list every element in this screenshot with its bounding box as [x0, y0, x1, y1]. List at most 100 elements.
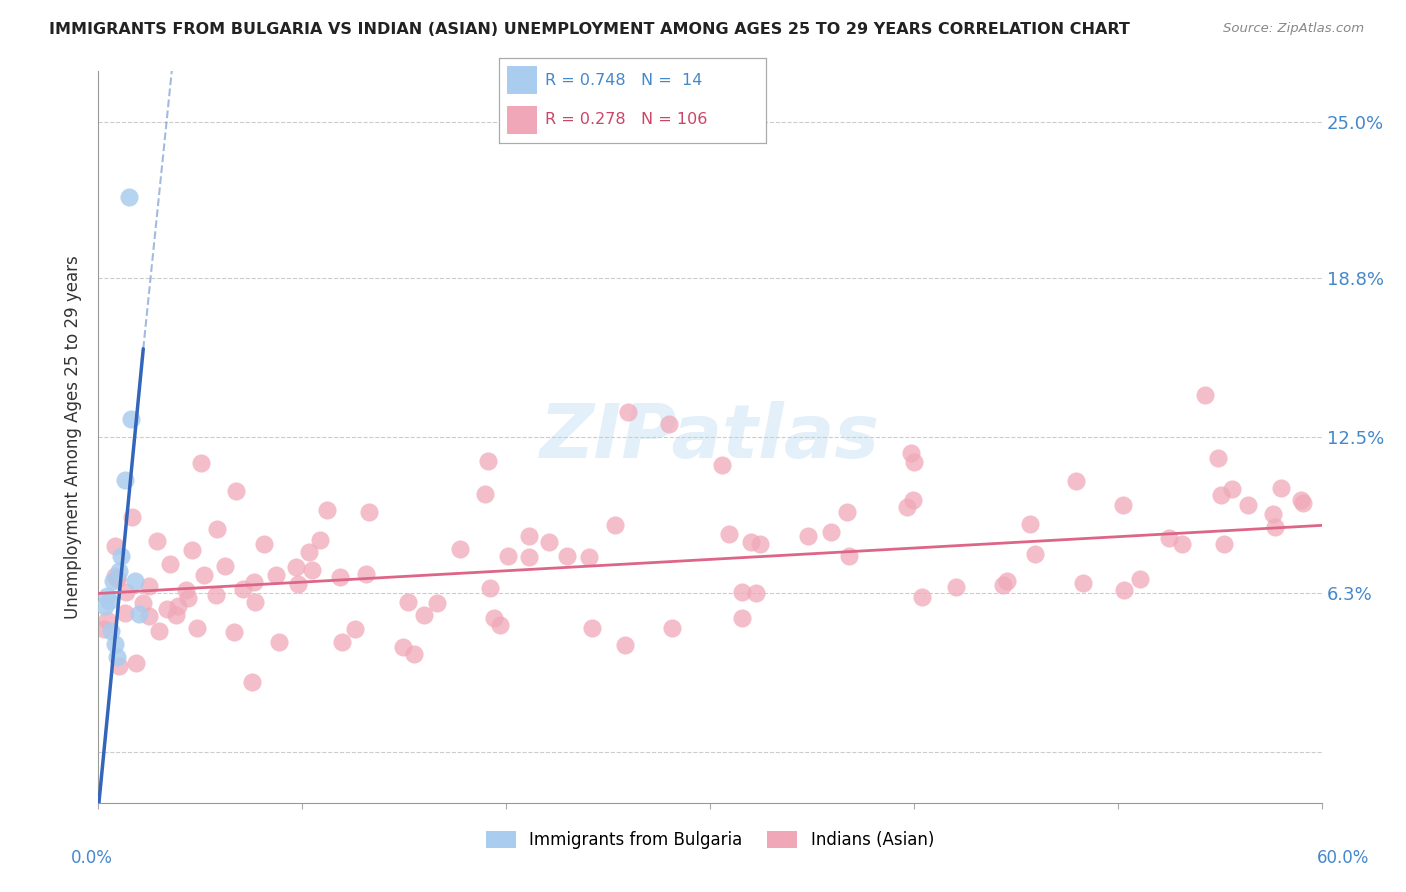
Point [121, 510, 143, 524]
Point [820, 524, 842, 539]
Point [97, 594, 120, 608]
Point [105, 572, 128, 586]
Point [479, 581, 502, 595]
Text: R = 0.278   N = 106: R = 0.278 N = 106 [544, 112, 707, 127]
Point [146, 534, 169, 549]
Point [900, 445, 922, 459]
Point [402, 647, 425, 661]
Point [1171, 537, 1194, 551]
Point [103, 569, 125, 583]
Text: Source: ZipAtlas.com: Source: ZipAtlas.com [1223, 22, 1364, 36]
Point [93, 599, 115, 613]
Point [174, 582, 197, 597]
Point [132, 596, 155, 610]
Point [148, 624, 170, 638]
Point [96, 589, 118, 603]
Point [114, 473, 136, 487]
Point [96, 613, 118, 627]
Point [204, 588, 226, 602]
Point [267, 635, 290, 649]
Point [517, 529, 540, 543]
Point [1220, 482, 1243, 496]
Point [114, 606, 136, 620]
Point [661, 621, 683, 635]
Point [578, 549, 600, 564]
Point [838, 549, 860, 563]
Point [482, 611, 505, 625]
Point [309, 533, 332, 547]
Point [555, 549, 578, 563]
Point [1211, 488, 1233, 502]
Point [1236, 498, 1258, 512]
Point [232, 582, 254, 597]
Point [896, 500, 918, 514]
Point [1064, 474, 1087, 488]
Point [100, 624, 122, 639]
Point [186, 622, 208, 636]
Point [901, 492, 924, 507]
Point [138, 609, 160, 624]
Point [910, 590, 932, 604]
Point [287, 577, 309, 591]
Point [581, 621, 603, 635]
Point [797, 529, 820, 543]
Point [108, 564, 131, 578]
Point [449, 542, 471, 557]
Legend: Immigrants from Bulgaria, Indians (Asian): Immigrants from Bulgaria, Indians (Asian… [486, 831, 934, 849]
Point [396, 594, 419, 608]
Point [1292, 495, 1315, 509]
Point [605, 518, 627, 533]
Point [496, 549, 519, 563]
Text: R = 0.748   N =  14: R = 0.748 N = 14 [544, 73, 702, 88]
Point [945, 580, 967, 594]
Point [1129, 572, 1152, 586]
Bar [508, 106, 537, 134]
Point [1024, 547, 1046, 561]
Point [190, 457, 212, 471]
Point [1208, 450, 1230, 465]
Point [1270, 481, 1292, 495]
Point [903, 455, 925, 469]
Point [330, 635, 353, 649]
Point [316, 503, 339, 517]
Point [298, 545, 321, 559]
Point [180, 543, 202, 558]
Point [264, 567, 287, 582]
Point [731, 611, 754, 625]
Point [1264, 520, 1286, 534]
Point [207, 522, 229, 536]
Point [165, 608, 187, 623]
Point [1213, 537, 1236, 551]
Text: ZIPatlas: ZIPatlas [540, 401, 880, 474]
Point [1114, 583, 1136, 598]
Point [93, 622, 115, 636]
Text: 60.0%: 60.0% [1316, 849, 1369, 867]
Point [105, 570, 128, 584]
Point [413, 607, 436, 622]
Point [991, 577, 1014, 591]
Point [138, 579, 160, 593]
Point [517, 549, 540, 564]
Point [1157, 531, 1180, 545]
Point [748, 536, 770, 550]
Point [225, 483, 247, 498]
Y-axis label: Unemployment Among Ages 25 to 29 years: Unemployment Among Ages 25 to 29 years [65, 255, 83, 619]
Point [1261, 507, 1284, 521]
Point [120, 412, 142, 426]
Point [354, 566, 377, 581]
Point [474, 487, 496, 501]
Point [614, 638, 637, 652]
Point [285, 560, 308, 574]
Point [1112, 498, 1135, 512]
Point [243, 574, 266, 589]
Point [101, 574, 124, 588]
Point [718, 527, 741, 541]
Point [477, 454, 499, 468]
Point [740, 535, 762, 549]
Point [392, 640, 415, 655]
Point [222, 624, 245, 639]
Point [103, 540, 125, 554]
Point [301, 563, 323, 577]
Point [426, 596, 449, 610]
Bar [508, 67, 537, 95]
